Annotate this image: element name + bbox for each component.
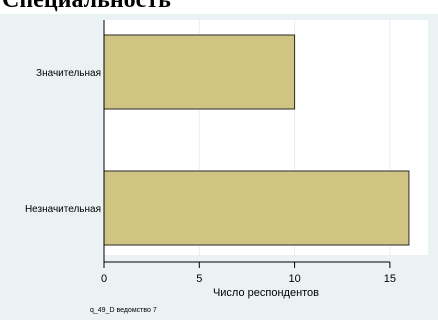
x-tick-label: 10 — [288, 273, 300, 285]
chart-note: q_49_D ведомство 7 — [90, 307, 157, 314]
x-tick-label: 0 — [101, 273, 107, 285]
x-axis-label: Число респондентов — [213, 287, 319, 299]
bars — [103, 34, 410, 246]
y-category-labels: Значительная Незначительная — [25, 68, 101, 215]
y-category-label: Значительная — [36, 68, 101, 79]
page-title: Специальность — [2, 0, 171, 13]
x-ticks: 0 5 10 15 — [101, 262, 396, 285]
x-tick-label: 15 — [384, 273, 396, 285]
y-category-label: Незначительная — [25, 204, 101, 215]
bar — [103, 34, 296, 110]
x-tick-label: 5 — [196, 273, 202, 285]
bar — [103, 170, 410, 246]
